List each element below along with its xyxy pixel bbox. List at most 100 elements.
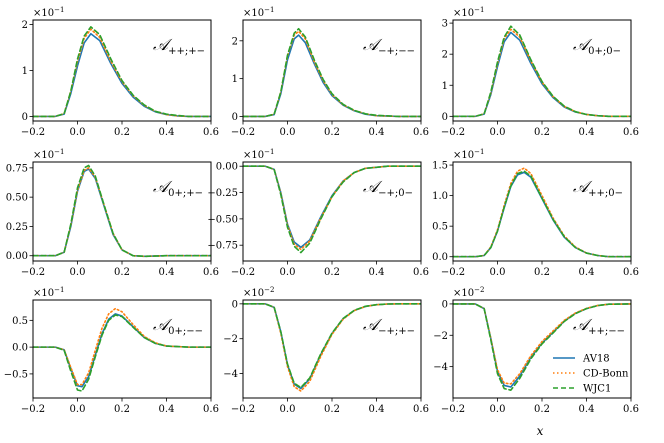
y-tick-label: 0.0 xyxy=(432,252,448,263)
panel-label: 𝒜0+;−− xyxy=(153,315,203,337)
panel-label: 𝒜0+;+− xyxy=(153,177,203,199)
x-tick-label: −0.2 xyxy=(441,267,465,278)
series-line-wjc1 xyxy=(33,164,211,258)
x-tick-label: 0.4 xyxy=(579,267,595,278)
y-tick-label: −2 xyxy=(433,331,448,342)
axes-frame xyxy=(242,161,422,262)
x-tick-label: 0.0 xyxy=(70,404,86,415)
y-tick-label: 0.75 xyxy=(6,163,28,174)
x-tick-label: −0.2 xyxy=(441,404,465,415)
y-scale-multiplier: ×10−1 xyxy=(33,6,64,19)
x-tick-label: 0.2 xyxy=(324,267,340,278)
panel-8: −0.2 0.0 0.2 0.4 0.6 0 −2 −4 ×10−2 𝒜−+;+− xyxy=(223,286,429,415)
axes-frame xyxy=(452,19,632,122)
axes-frame xyxy=(452,161,632,262)
y-scale-multiplier: ×10−1 xyxy=(33,148,64,161)
y-tick-label: 0 xyxy=(232,112,238,123)
y-tick-label: −4 xyxy=(223,369,238,380)
series-group xyxy=(33,164,211,258)
x-tick-label: 0.6 xyxy=(623,127,639,138)
x-tick-label: −0.2 xyxy=(231,267,255,278)
legend-label-av18: AV18 xyxy=(582,354,610,365)
y-scale-multiplier: ×10−1 xyxy=(453,148,484,161)
y-tick-label: 0 xyxy=(232,299,238,310)
x-tick-label: 0.2 xyxy=(324,404,340,415)
x-tick-label: 0.0 xyxy=(280,127,296,138)
series-group xyxy=(453,25,631,118)
y-scale-multiplier: ×10−1 xyxy=(243,148,274,161)
x-tick-label: 0.6 xyxy=(413,127,429,138)
x-tick-label: 0.0 xyxy=(280,404,296,415)
series-line-cd-bonn xyxy=(243,303,421,392)
x-tick-label: 0.4 xyxy=(369,267,385,278)
x-tick-label: 0.4 xyxy=(579,127,595,138)
panel-label: 𝒜++;0− xyxy=(573,177,623,199)
x-tick-label: 0.2 xyxy=(114,267,130,278)
x-tick-label: 0.2 xyxy=(114,404,130,415)
series-line-wjc1 xyxy=(33,314,211,392)
series-line-cd-bonn xyxy=(453,28,631,118)
series-line-wjc1 xyxy=(243,27,421,118)
panels-group: −0.2 0.0 0.2 0.4 0.6 0 1 2 ×10−1 𝒜++;+− −0.2 0.0 0.2… xyxy=(4,6,639,415)
y-tick-label: 2 xyxy=(232,36,238,47)
y-tick-label: 1.5 xyxy=(432,161,448,172)
x-tick-label: 0.0 xyxy=(70,127,86,138)
y-scale-multiplier: ×10−2 xyxy=(453,286,484,299)
panel-1: −0.2 0.0 0.2 0.4 0.6 0 1 2 ×10−1 𝒜++;+− xyxy=(21,6,219,138)
panel-label: 𝒜++;−− xyxy=(573,315,625,337)
x-tick-label: −0.2 xyxy=(231,127,255,138)
x-tick-label: 0.6 xyxy=(203,267,219,278)
x-tick-label: 0.0 xyxy=(490,267,506,278)
panel-label: 𝒜−+;0− xyxy=(363,177,413,199)
series-line-av18 xyxy=(243,303,421,390)
y-tick-label: 0.00 xyxy=(216,162,238,173)
x-axis-label: x xyxy=(537,424,544,438)
x-tick-label: 0.4 xyxy=(159,127,175,138)
x-tick-label: 0.4 xyxy=(579,404,595,415)
series-line-wjc1 xyxy=(33,26,211,118)
x-tick-label: 0.0 xyxy=(280,267,296,278)
x-tick-label: −0.2 xyxy=(21,267,45,278)
series-group xyxy=(243,303,421,392)
axes-frame xyxy=(32,19,212,122)
y-tick-label: −4 xyxy=(433,362,448,373)
y-tick-label: 0.50 xyxy=(6,193,28,204)
x-tick-label: 0.2 xyxy=(534,404,550,415)
y-tick-label: −2 xyxy=(223,334,238,345)
panel-label: 𝒜−+;−− xyxy=(363,35,415,57)
y-tick-label: 0.5 xyxy=(432,222,448,233)
y-tick-label: 0 xyxy=(442,299,448,310)
panel-9: −0.2 0.0 0.2 0.4 0.6 0 −2 −4 ×10−2 𝒜++;−− xyxy=(433,286,639,415)
y-tick-label: 0.0 xyxy=(12,343,28,354)
legend-label-cd-bonn: CD-Bonn xyxy=(583,369,629,380)
y-scale-multiplier: ×10−1 xyxy=(33,286,64,299)
series-group xyxy=(453,167,631,258)
legend-label-wjc1: WJC1 xyxy=(583,384,611,395)
x-tick-label: −0.2 xyxy=(21,127,45,138)
x-tick-label: 0.4 xyxy=(159,404,175,415)
panel-label: 𝒜++;+− xyxy=(153,35,205,57)
series-group xyxy=(453,303,631,391)
panel-label: 𝒜−+;+− xyxy=(363,315,415,337)
series-group xyxy=(33,26,211,118)
x-tick-label: 0.2 xyxy=(324,127,340,138)
x-tick-label: 0.2 xyxy=(114,127,130,138)
y-tick-label: 0.25 xyxy=(6,222,28,233)
series-line-cd-bonn xyxy=(453,167,631,258)
panel-6: −0.2 0.0 0.2 0.4 0.6 0.0 0.5 1.0 1.5 ×10−1 𝒜++;0− xyxy=(432,148,639,278)
series-group xyxy=(243,27,421,118)
y-tick-label: 0.00 xyxy=(6,251,28,262)
x-tick-label: 0.0 xyxy=(70,267,86,278)
y-tick-label: 2 xyxy=(22,20,28,31)
series-line-av18 xyxy=(453,171,631,258)
x-tick-label: 0.4 xyxy=(369,404,385,415)
y-tick-label: 2 xyxy=(442,50,448,61)
series-group xyxy=(33,307,211,392)
x-tick-label: −0.2 xyxy=(21,404,45,415)
x-tick-label: 0.6 xyxy=(203,404,219,415)
series-line-cd-bonn xyxy=(243,30,421,118)
axes-frame xyxy=(32,161,212,262)
axes-frame xyxy=(242,299,422,399)
x-tick-label: 0.0 xyxy=(490,404,506,415)
series-line-wjc1 xyxy=(453,303,631,391)
